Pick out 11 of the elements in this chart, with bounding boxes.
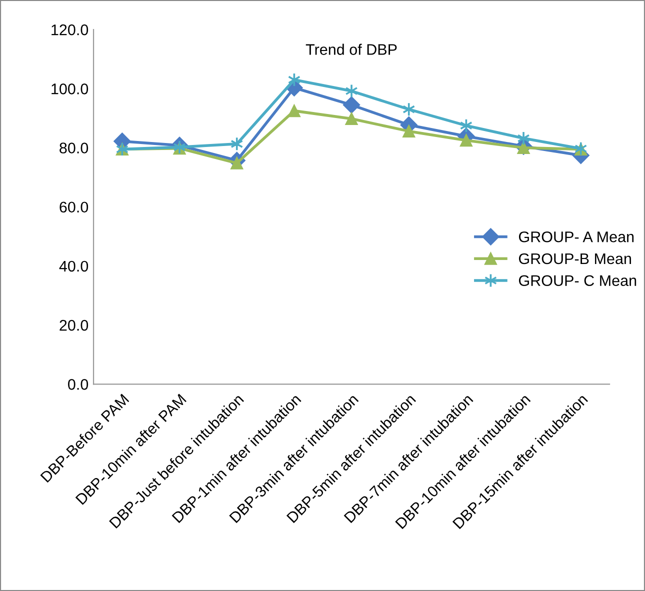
y-tick-label: 20.0 <box>60 320 88 331</box>
legend-label: GROUP- A Mean <box>518 231 634 242</box>
y-tick-label: 120.0 <box>52 24 88 36</box>
y-tick-label: 100.0 <box>52 84 88 94</box>
legend-label: GROUP-B Mean <box>518 253 631 264</box>
y-tick-label: 0.0 <box>68 379 88 390</box>
y-tick-label: 40.0 <box>59 260 88 272</box>
y-tick-label: 80.0 <box>60 142 88 154</box>
legend-label: GROUP- C Mean <box>518 275 636 286</box>
y-tick-label: 60.0 <box>60 202 88 213</box>
text: Trend of DBP <box>306 44 397 55</box>
